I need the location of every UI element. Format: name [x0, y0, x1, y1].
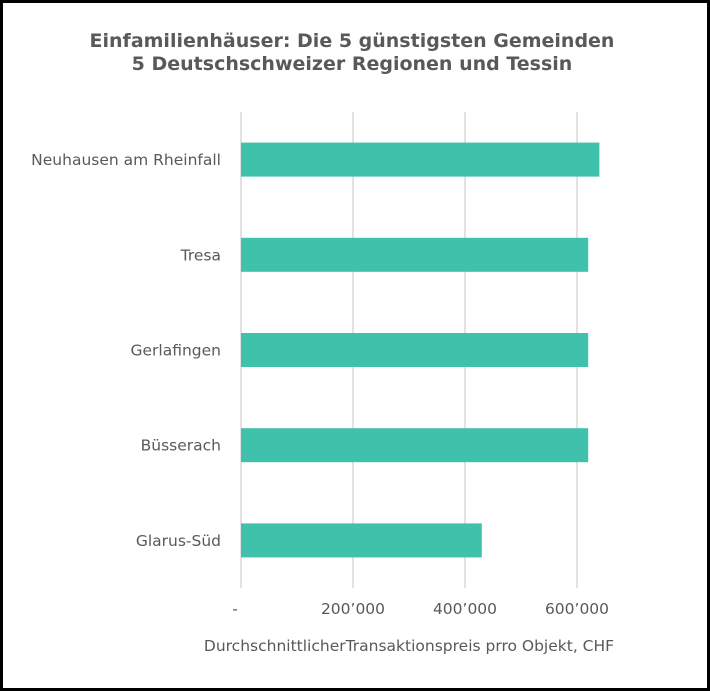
category-label: Tresa	[180, 246, 221, 264]
bar	[241, 333, 589, 367]
x-tick-labels: - 200’000 400’000 600’000	[232, 600, 609, 618]
x-axis-label: DurchschnittlicherTransaktionspreis prro…	[203, 637, 615, 655]
x-tick-label: 400’000	[433, 600, 497, 618]
chart-title: Einfamilienhäuser: Die 5 günstigsten Gem…	[89, 30, 615, 52]
category-label: Büsserach	[141, 437, 221, 455]
category-label: Neuhausen am Rheinfall	[31, 151, 221, 169]
category-labels: Neuhausen am Rheinfall Tresa Gerlafingen Bü…	[31, 151, 221, 550]
bar	[241, 428, 589, 463]
chart-title-block: Einfamilienhäuser: Die 5 günstigsten Gem…	[0, 30, 704, 76]
category-label: Glarus-Süd	[136, 532, 221, 550]
chart-subtitle: 5 Deutschschweizer Regionen und Tessin	[131, 53, 573, 75]
x-tick-label: 200’000	[321, 600, 385, 618]
bar	[241, 523, 482, 558]
bars	[241, 142, 600, 558]
category-label: Gerlafingen	[130, 342, 221, 360]
x-tick-label: 600’000	[545, 600, 609, 618]
x-tick-label: -	[232, 600, 238, 618]
bar	[241, 142, 600, 177]
bar	[241, 237, 589, 272]
